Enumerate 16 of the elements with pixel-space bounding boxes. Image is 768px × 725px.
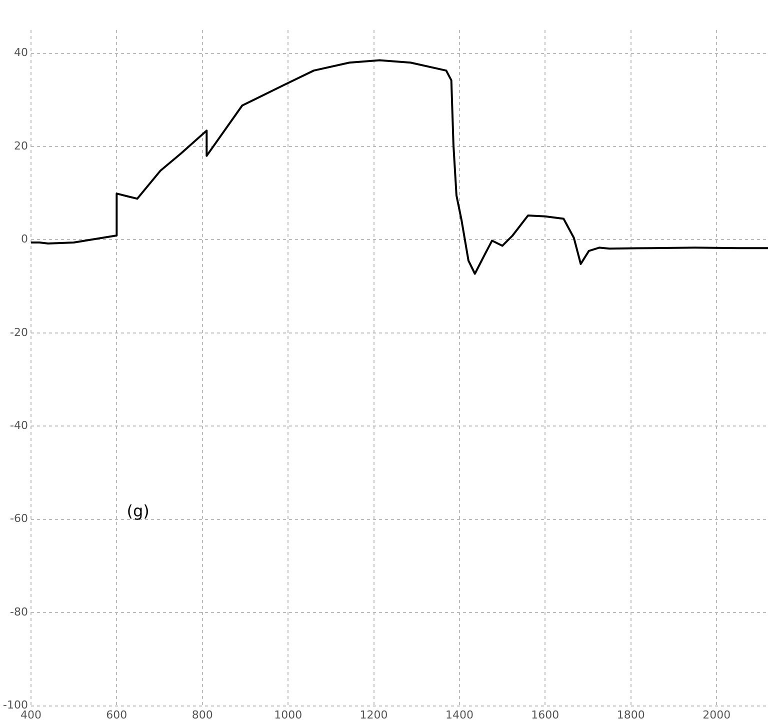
y-tick-label: -40 <box>10 419 28 432</box>
y-tick-label: 20 <box>14 139 28 152</box>
x-tick-label: 600 <box>106 708 128 722</box>
y-tick-label: -20 <box>10 326 28 339</box>
y-tick-label: -80 <box>10 605 28 618</box>
x-tick-label: 1000 <box>274 708 302 722</box>
y-tick-label: 0 <box>20 232 28 246</box>
x-tick-label: 2000 <box>702 708 731 722</box>
annotation: (g) <box>126 502 150 521</box>
y-tick-label: -60 <box>10 512 28 526</box>
x-tick-label: 1400 <box>445 708 474 722</box>
y-tick-label: 40 <box>14 46 28 60</box>
x-tick-label: 1600 <box>531 708 560 722</box>
x-tick-label: 1200 <box>360 708 388 722</box>
x-tick-label: 1800 <box>616 708 645 722</box>
x-tick-label: 800 <box>192 708 213 722</box>
